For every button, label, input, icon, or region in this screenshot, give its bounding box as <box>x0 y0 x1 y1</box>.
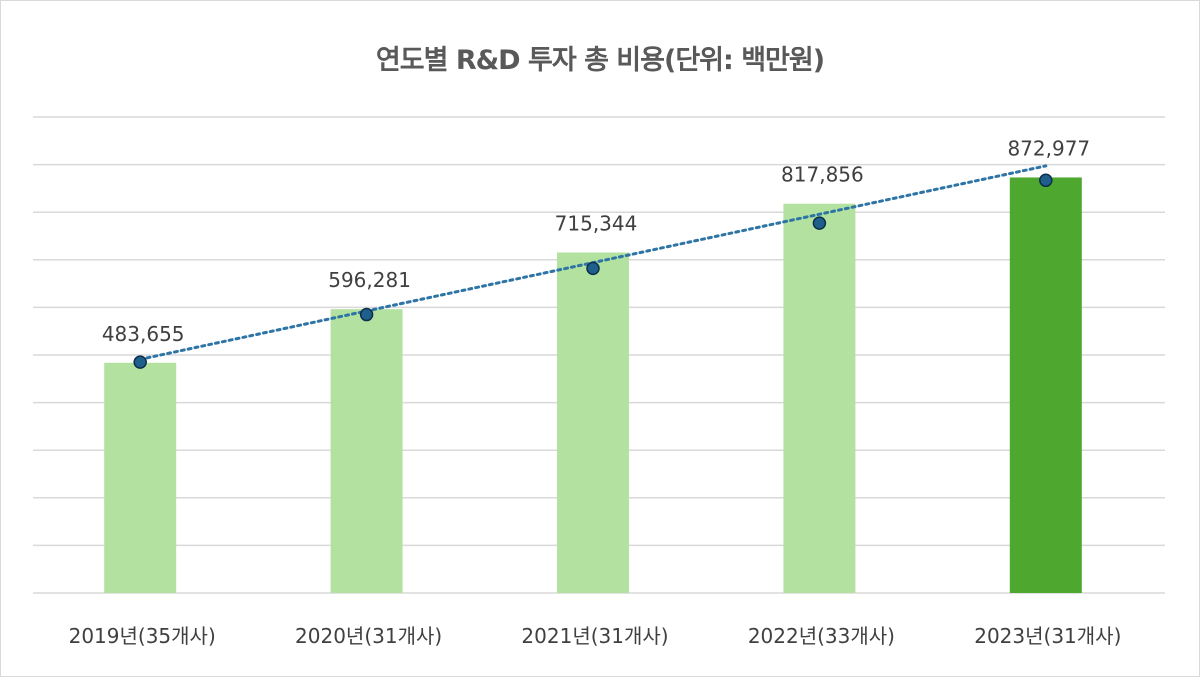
x-tick-label: 2019년(35개사) <box>69 624 216 648</box>
chart-title: 연도별 R&D 투자 총 비용(단위: 백만원) <box>375 45 825 76</box>
x-tick-label: 2022년(33개사) <box>748 624 895 648</box>
bar <box>783 203 856 593</box>
data-marker <box>812 216 827 230</box>
bar <box>1009 177 1082 593</box>
bar <box>330 309 403 593</box>
data-label: 715,344 <box>555 211 638 235</box>
x-tick-label: 2020년(31개사) <box>295 624 442 648</box>
x-tick-label: 2023년(31개사) <box>974 624 1121 648</box>
bar <box>104 362 177 593</box>
bar <box>557 252 629 593</box>
data-label: 872,977 <box>1007 136 1090 160</box>
x-tick-label: 2021년(31개사) <box>521 624 668 648</box>
data-marker <box>1039 173 1053 188</box>
data-label: 596,281 <box>328 268 411 292</box>
data-marker <box>359 307 374 322</box>
data-label: 483,655 <box>102 322 185 346</box>
data-marker <box>133 355 147 369</box>
data-marker <box>586 261 600 276</box>
data-label: 817,856 <box>781 163 864 187</box>
